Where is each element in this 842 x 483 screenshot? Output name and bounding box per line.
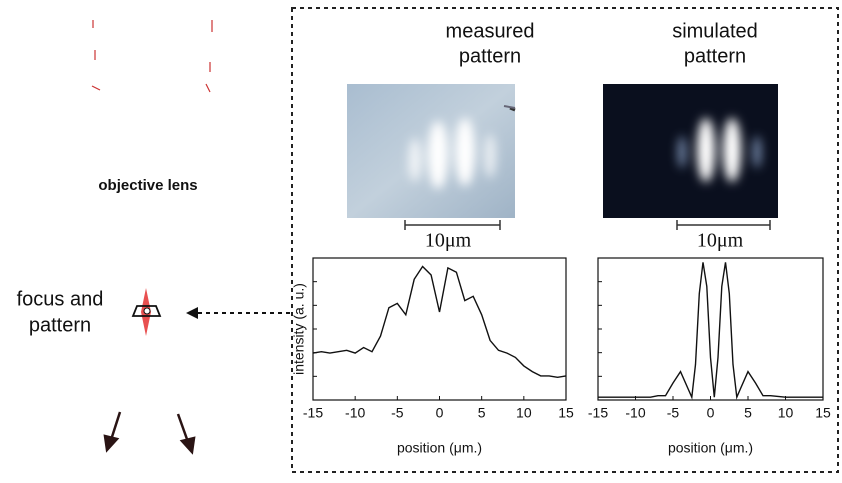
lens-label: objective lens	[98, 177, 197, 194]
measured-image	[347, 84, 516, 218]
x-tick-label: 0	[707, 405, 715, 421]
scale-label: 10μm	[697, 230, 744, 252]
pattern-marker	[131, 305, 162, 317]
x-tick-label: 10	[516, 405, 532, 421]
x-tick-label: 15	[815, 405, 831, 421]
plot-frame	[597, 257, 824, 401]
focus-point	[143, 307, 151, 315]
x-tick-label: -15	[303, 405, 323, 421]
chart-title: pattern	[459, 45, 521, 67]
x-tick-label: -15	[588, 405, 608, 421]
simulated-image	[603, 84, 778, 218]
x-tick-label: 5	[744, 405, 752, 421]
plot-frame	[312, 257, 567, 401]
scale-bar	[404, 220, 771, 230]
dotted-box	[291, 7, 839, 473]
focus-label: focus and	[17, 288, 104, 310]
x-tick-label: -10	[345, 405, 365, 421]
chart-title: simulated	[672, 20, 758, 42]
x-tick-label: -5	[391, 405, 404, 421]
x-tick-label: -10	[625, 405, 645, 421]
x-tick-label: 0	[436, 405, 444, 421]
scale-label: 10μm	[425, 230, 472, 252]
x-tick-label: 5	[478, 405, 486, 421]
x-tick-label: -5	[667, 405, 680, 421]
x-axis-label: position (μm.)	[397, 440, 482, 456]
x-tick-label: 10	[778, 405, 794, 421]
focus-label: pattern	[29, 314, 91, 336]
arrow-head	[186, 307, 198, 319]
lens-marks	[91, 20, 213, 93]
x-axis-label: position (μm.)	[668, 440, 753, 456]
output-arrows	[103, 411, 196, 455]
y-axis-label: intensity (a. u.)	[291, 283, 307, 375]
chart-title: measured	[446, 20, 535, 42]
data-line	[598, 262, 823, 400]
x-tick-label: 15	[558, 405, 574, 421]
data-line	[312, 265, 567, 379]
chart-title: pattern	[684, 45, 746, 67]
